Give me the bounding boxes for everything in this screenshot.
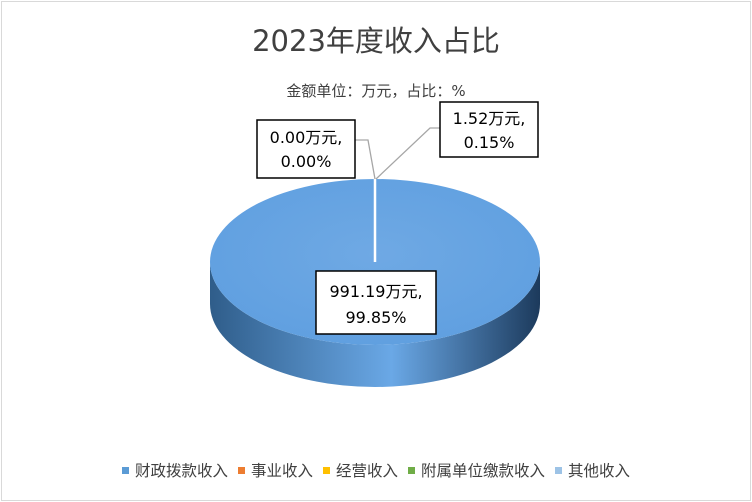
data-label-other-percent: 0.15% xyxy=(464,133,515,152)
data-label-caizheng-percent: 99.85% xyxy=(345,308,406,327)
data-label-caizheng-value: 991.19万元, xyxy=(329,282,422,301)
legend-label-caizheng: 财政拨款收入 xyxy=(134,462,228,480)
legend-item-caizheng: 财政拨款收入 xyxy=(121,459,228,481)
legend-swatch-shiye xyxy=(237,466,245,474)
data-label-zero-percent: 0.00% xyxy=(281,152,332,171)
data-label-other: 1.52万元, 0.15% xyxy=(439,101,539,158)
chart-legend: 财政拨款收入 事业收入 经营收入 附属单位缴款收入 其他收入 xyxy=(0,459,752,481)
chart-title: 2023年度收入占比 xyxy=(252,24,500,58)
legend-swatch-caizheng xyxy=(121,466,129,474)
data-label-caizheng: 991.19万元, 99.85% xyxy=(315,270,437,335)
leader-line-zero xyxy=(355,139,376,180)
chart-subtitle: 金额单位：万元，占比：% xyxy=(286,82,466,100)
legend-swatch-jingying xyxy=(322,466,330,474)
legend-label-fushu: 附属单位缴款收入 xyxy=(421,462,546,480)
legend-label-shiye: 事业收入 xyxy=(250,462,313,480)
legend-item-qita: 其他收入 xyxy=(555,459,630,481)
data-label-zero: 0.00万元, 0.00% xyxy=(256,119,356,179)
leader-line-other xyxy=(375,127,440,180)
legend-item-jingying: 经营收入 xyxy=(322,459,398,481)
pie-side xyxy=(210,262,540,387)
data-label-other-value: 1.52万元, xyxy=(453,109,526,128)
legend-label-jingying: 经营收入 xyxy=(335,462,398,480)
legend-label-qita: 其他收入 xyxy=(568,462,631,480)
data-label-zero-value: 0.00万元, xyxy=(270,128,343,147)
legend-item-fushu: 附属单位缴款收入 xyxy=(408,459,545,481)
legend-item-shiye: 事业收入 xyxy=(237,459,313,481)
legend-swatch-fushu xyxy=(408,466,415,474)
legend-swatch-qita xyxy=(555,466,563,474)
